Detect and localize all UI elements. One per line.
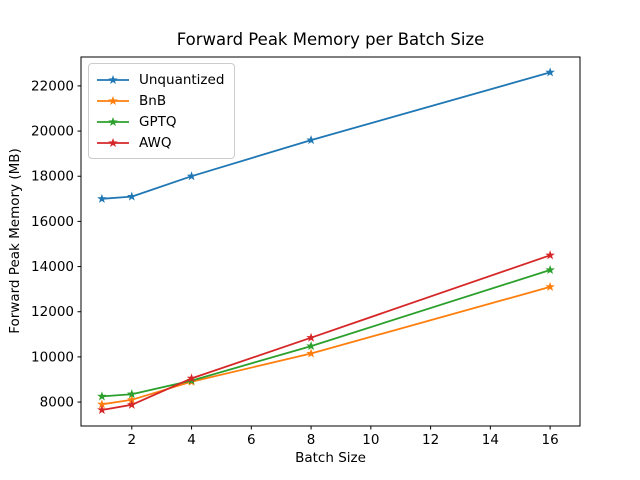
series-marker-unquantized <box>545 67 555 77</box>
star-icon <box>108 74 118 84</box>
legend-label-gptq: GPTQ <box>139 113 177 130</box>
legend: Unquantized BnB GPTQ AWQ <box>88 63 236 159</box>
series-marker-awq <box>127 399 137 409</box>
legend-item-unquantized: Unquantized <box>96 69 224 90</box>
series-marker-bnb <box>545 281 555 291</box>
series-marker-gptq <box>545 264 555 274</box>
series-marker-unquantized <box>306 135 316 145</box>
star-icon <box>108 116 118 126</box>
y-tick-label: 22000 <box>31 78 74 94</box>
series-marker-bnb <box>306 348 316 358</box>
star-icon <box>108 95 118 105</box>
y-tick-label: 12000 <box>31 304 74 320</box>
legend-label-awq: AWQ <box>139 134 172 151</box>
legend-item-bnb: BnB <box>96 90 224 111</box>
y-tick-label: 20000 <box>31 124 74 140</box>
series-marker-awq <box>545 250 555 260</box>
y-tick-label: 18000 <box>31 169 74 185</box>
y-axis-label: Forward Peak Memory (MB) <box>7 148 23 334</box>
legend-item-gptq: GPTQ <box>96 111 224 132</box>
series-marker-gptq <box>306 341 316 351</box>
series-marker-gptq <box>97 391 107 401</box>
star-icon <box>108 137 118 147</box>
series-marker-unquantized <box>97 193 107 203</box>
series-marker-gptq <box>127 389 137 399</box>
legend-label-unquantized: Unquantized <box>139 71 225 88</box>
legend-star-icon-gptq <box>97 116 129 126</box>
x-tick-label: 12 <box>422 432 439 448</box>
series-marker-awq <box>306 332 316 342</box>
y-tick-label: 14000 <box>31 259 74 275</box>
legend-star-icon-awq <box>97 137 129 147</box>
series-marker-unquantized <box>186 171 197 181</box>
series-marker-bnb <box>127 394 137 404</box>
legend-item-awq: AWQ <box>96 132 224 153</box>
x-axis-label: Batch Size <box>295 450 366 466</box>
series-marker-awq <box>97 404 107 415</box>
x-tick-label: 4 <box>187 432 196 448</box>
legend-star-icon-bnb <box>97 95 129 105</box>
y-tick-label: 10000 <box>31 349 74 365</box>
y-tick-label: 8000 <box>40 395 74 411</box>
x-tick-label: 16 <box>542 432 559 448</box>
series-marker-unquantized <box>127 191 137 201</box>
y-tick-label: 16000 <box>31 214 74 230</box>
chart-title: Forward Peak Memory per Batch Size <box>176 30 485 49</box>
x-tick-label: 2 <box>127 432 136 448</box>
x-tick-label: 10 <box>362 432 379 448</box>
series-marker-bnb <box>97 399 107 409</box>
x-tick-label: 6 <box>247 432 256 448</box>
series-marker-awq <box>186 373 197 383</box>
x-tick-label: 14 <box>482 432 499 448</box>
legend-label-bnb: BnB <box>139 92 167 109</box>
x-tick-label: 8 <box>307 432 316 448</box>
legend-star-icon-unquantized <box>97 74 129 84</box>
